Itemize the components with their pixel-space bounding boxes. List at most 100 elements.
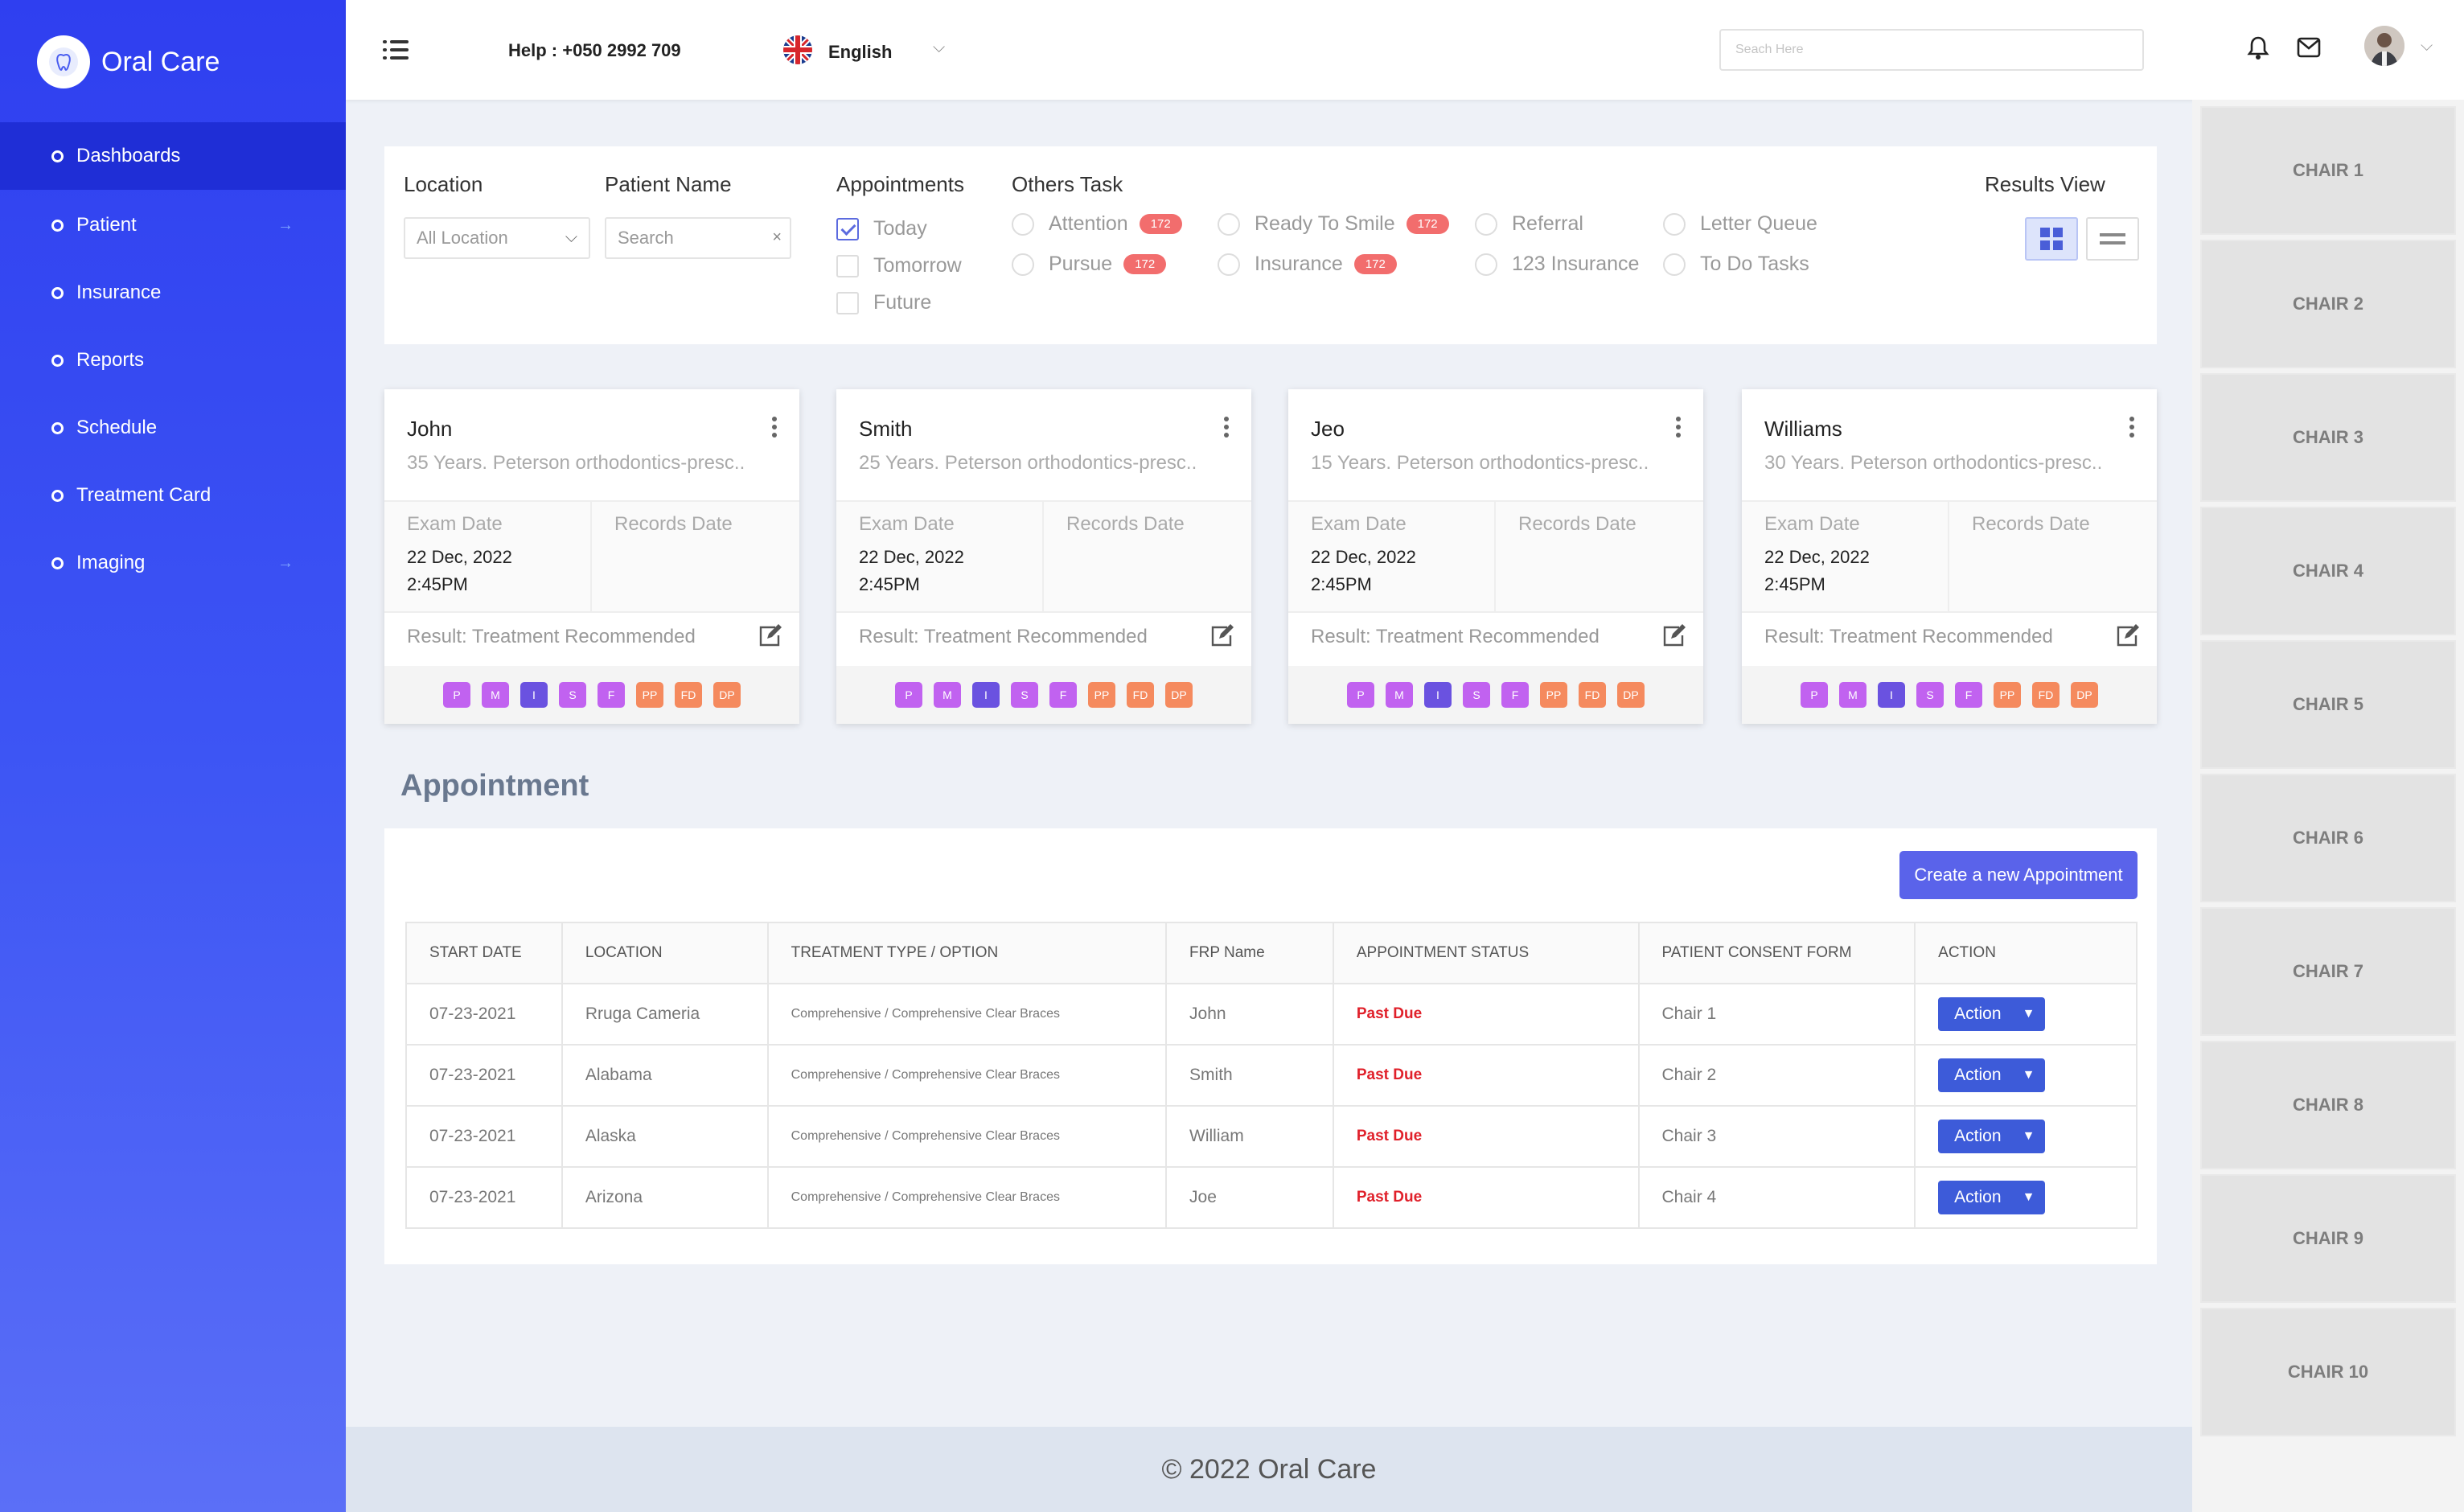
- action-dropdown-button[interactable]: Action ▼: [1938, 1120, 2045, 1153]
- sidebar-item-insurance[interactable]: Insurance: [0, 259, 346, 327]
- tag-badge[interactable]: F: [598, 682, 625, 708]
- tag-badge[interactable]: M: [1839, 682, 1866, 708]
- edit-icon[interactable]: [758, 624, 782, 652]
- patient-card[interactable]: John 35 Years. Peterson orthodontics-pre…: [384, 389, 799, 724]
- more-options-icon[interactable]: [1676, 417, 1681, 441]
- radio-letter-queue[interactable]: Letter Queue: [1663, 212, 1817, 236]
- tag-badge[interactable]: FD: [675, 682, 702, 708]
- tag-badge[interactable]: DP: [1617, 682, 1645, 708]
- radio-ready-to-smile[interactable]: Ready To Smile 172: [1218, 212, 1449, 236]
- search-input[interactable]: [1719, 29, 2144, 71]
- chair-slot[interactable]: CHAIR 5: [2200, 640, 2456, 769]
- table-row[interactable]: 07-23-2021 Rruga Cameria Comprehensive /…: [405, 983, 2138, 1046]
- sidebar-item-treatment-card[interactable]: Treatment Card: [0, 462, 346, 529]
- sidebar-item-patient[interactable]: Patient →: [0, 191, 346, 259]
- chair-slot[interactable]: CHAIR 10: [2200, 1308, 2456, 1436]
- tag-badge[interactable]: PP: [1088, 682, 1115, 708]
- tag-badge[interactable]: S: [1916, 682, 1944, 708]
- tag-badge[interactable]: I: [1878, 682, 1905, 708]
- chair-slot[interactable]: CHAIR 7: [2200, 907, 2456, 1036]
- column-header[interactable]: TREATMENT TYPE / OPTION: [766, 922, 1168, 984]
- chair-slot[interactable]: CHAIR 8: [2200, 1041, 2456, 1169]
- mail-icon[interactable]: [2297, 37, 2321, 62]
- column-header[interactable]: START DATE: [405, 922, 563, 984]
- radio-123-insurance[interactable]: 123 Insurance: [1475, 253, 1639, 276]
- column-header[interactable]: APPOINTMENT STATUS: [1332, 922, 1640, 984]
- tag-badge[interactable]: F: [1501, 682, 1529, 708]
- more-options-icon[interactable]: [2129, 417, 2134, 441]
- tag-badge[interactable]: PP: [636, 682, 663, 708]
- chair-slot[interactable]: CHAIR 1: [2200, 106, 2456, 235]
- table-row[interactable]: 07-23-2021 Alaska Comprehensive / Compre…: [405, 1105, 2138, 1168]
- bell-icon[interactable]: [2247, 35, 2269, 65]
- tag-badge[interactable]: S: [559, 682, 586, 708]
- brand[interactable]: Oral Care: [37, 35, 220, 88]
- checkbox-future[interactable]: Future: [836, 291, 931, 314]
- column-header[interactable]: FRP Name: [1165, 922, 1334, 984]
- sidebar-item-imaging[interactable]: Imaging →: [0, 529, 346, 597]
- tag-badge[interactable]: M: [1386, 682, 1413, 708]
- edit-icon[interactable]: [1209, 624, 1234, 652]
- tag-badge[interactable]: P: [895, 682, 922, 708]
- chair-slot[interactable]: CHAIR 6: [2200, 774, 2456, 902]
- tag-badge[interactable]: FD: [1579, 682, 1606, 708]
- grid-view-button[interactable]: [2025, 217, 2078, 261]
- action-dropdown-button[interactable]: Action ▼: [1938, 1181, 2045, 1214]
- tag-badge[interactable]: M: [482, 682, 509, 708]
- tag-badge[interactable]: P: [443, 682, 470, 708]
- tag-badge[interactable]: S: [1463, 682, 1490, 708]
- sidebar-item-dashboards[interactable]: Dashboards: [0, 122, 346, 190]
- checkbox-today[interactable]: Today: [836, 217, 927, 240]
- table-row[interactable]: 07-23-2021 Arizona Comprehensive / Compr…: [405, 1166, 2138, 1229]
- tag-badge[interactable]: DP: [1165, 682, 1193, 708]
- language-selector[interactable]: English: [828, 42, 893, 62]
- tag-badge[interactable]: PP: [1540, 682, 1567, 708]
- tag-badge[interactable]: P: [1801, 682, 1828, 708]
- tag-badge[interactable]: DP: [2071, 682, 2098, 708]
- radio-attention[interactable]: Attention 172: [1012, 212, 1182, 236]
- tag-badge[interactable]: F: [1049, 682, 1077, 708]
- radio-referral[interactable]: Referral: [1475, 212, 1583, 236]
- action-dropdown-button[interactable]: Action ▼: [1938, 1058, 2045, 1092]
- patient-name-search[interactable]: Search ×: [605, 217, 791, 259]
- user-avatar[interactable]: [2364, 26, 2404, 66]
- tag-badge[interactable]: PP: [1994, 682, 2021, 708]
- sidebar-item-reports[interactable]: Reports: [0, 327, 346, 394]
- radio-pursue[interactable]: Pursue 172: [1012, 253, 1167, 276]
- chevron-down-icon[interactable]: ⌵: [2421, 37, 2433, 55]
- tag-badge[interactable]: DP: [713, 682, 741, 708]
- sidebar-item-schedule[interactable]: Schedule: [0, 394, 346, 462]
- chair-slot[interactable]: CHAIR 9: [2200, 1174, 2456, 1303]
- checkbox-tomorrow[interactable]: Tomorrow: [836, 254, 962, 277]
- edit-icon[interactable]: [1661, 624, 1686, 652]
- radio-to-do-tasks[interactable]: To Do Tasks: [1663, 253, 1809, 276]
- list-view-button[interactable]: [2086, 217, 2139, 261]
- clear-icon[interactable]: ×: [772, 228, 782, 246]
- uk-flag-icon[interactable]: [783, 35, 812, 64]
- tag-badge[interactable]: P: [1347, 682, 1374, 708]
- tag-badge[interactable]: FD: [1127, 682, 1154, 708]
- table-row[interactable]: 07-23-2021 Alabama Comprehensive / Compr…: [405, 1044, 2138, 1107]
- radio-insurance[interactable]: Insurance 172: [1218, 253, 1397, 276]
- chair-slot[interactable]: CHAIR 3: [2200, 373, 2456, 502]
- column-header[interactable]: ACTION: [1914, 922, 2138, 984]
- tag-badge[interactable]: I: [1424, 682, 1452, 708]
- hamburger-menu-icon[interactable]: [383, 40, 409, 60]
- location-select[interactable]: All Location ⌵: [404, 217, 590, 259]
- tag-badge[interactable]: I: [972, 682, 1000, 708]
- tag-badge[interactable]: M: [934, 682, 961, 708]
- more-options-icon[interactable]: [1224, 417, 1229, 441]
- tag-badge[interactable]: S: [1011, 682, 1038, 708]
- create-appointment-button[interactable]: Create a new Appointment: [1899, 851, 2138, 899]
- tag-badge[interactable]: I: [520, 682, 548, 708]
- patient-card[interactable]: Williams 30 Years. Peterson orthodontics…: [1742, 389, 2157, 724]
- chair-slot[interactable]: CHAIR 2: [2200, 240, 2456, 368]
- column-header[interactable]: LOCATION: [561, 922, 769, 984]
- edit-icon[interactable]: [2115, 624, 2139, 652]
- patient-card[interactable]: Jeo 15 Years. Peterson orthodontics-pres…: [1288, 389, 1703, 724]
- action-dropdown-button[interactable]: Action ▼: [1938, 997, 2045, 1031]
- patient-card[interactable]: Smith 25 Years. Peterson orthodontics-pr…: [836, 389, 1251, 724]
- more-options-icon[interactable]: [772, 417, 777, 441]
- chair-slot[interactable]: CHAIR 4: [2200, 507, 2456, 635]
- tag-badge[interactable]: F: [1955, 682, 1982, 708]
